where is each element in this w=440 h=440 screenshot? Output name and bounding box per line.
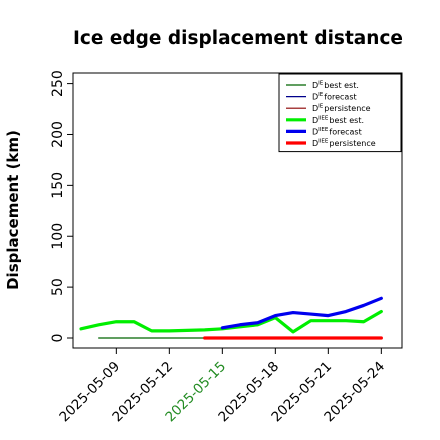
legend-box xyxy=(278,73,402,153)
y-tick-label: 0 xyxy=(50,334,66,343)
legend-entry-label: DIEforecast xyxy=(312,92,357,102)
series-layer xyxy=(79,296,383,340)
y-axis: 0 50 100 150 200 250 xyxy=(50,70,73,342)
legend-subscript: persistence xyxy=(324,104,370,113)
legend-subscript: persistence xyxy=(329,139,375,148)
legend-symbol: D xyxy=(312,116,318,125)
legend-entry-label: DIEpersistence xyxy=(312,104,371,114)
legend-symbol: D xyxy=(312,104,318,113)
legend-symbol: D xyxy=(312,139,318,148)
legend-superscript: IIEE xyxy=(318,139,329,145)
legend-subscript: forecast xyxy=(324,93,356,102)
legend: DIEbest est.DIEforecastDIEpersistenceDII… xyxy=(278,73,402,153)
series-line-4 xyxy=(220,296,383,330)
y-tick-label: 150 xyxy=(50,172,66,199)
y-tick-label: 200 xyxy=(50,121,66,148)
y-tick-label: 250 xyxy=(50,70,66,97)
y-tick-label: 100 xyxy=(50,223,66,250)
y-axis-label: Displacement (km) xyxy=(4,130,22,290)
legend-subscript: forecast xyxy=(329,127,361,136)
legend-entry-label: DIIEEbest est. xyxy=(312,115,364,125)
y-tick-label: 50 xyxy=(50,278,66,296)
legend-superscript: IE xyxy=(318,104,324,110)
legend-entry-label: DIIEEpersistence xyxy=(312,139,376,149)
legend-symbol: D xyxy=(312,93,318,102)
x-axis: 2025-05-092025-05-122025-05-152025-05-18… xyxy=(56,348,388,425)
chart-title: Ice edge displacement distance xyxy=(73,28,403,49)
legend-entry-label: DIIEEforecast xyxy=(312,127,362,137)
legend-superscript: IE xyxy=(318,92,324,98)
legend-superscript: IIEE xyxy=(318,127,329,133)
plot-frame xyxy=(72,72,403,349)
legend-subscript: best est. xyxy=(329,116,364,125)
legend-symbol: D xyxy=(312,127,318,136)
legend-entry-label: DIEbest est. xyxy=(312,81,359,91)
legend-superscript: IE xyxy=(318,81,324,87)
legend-subscript: best est. xyxy=(324,81,359,90)
legend-superscript: IIEE xyxy=(318,115,329,121)
legend-symbol: D xyxy=(312,81,318,90)
